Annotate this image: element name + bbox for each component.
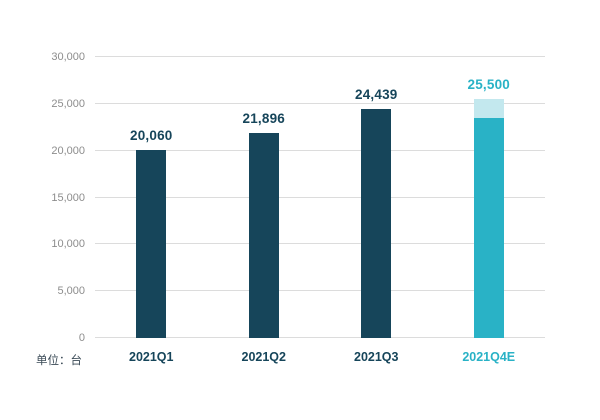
bar xyxy=(361,109,392,338)
bars-row: 20,060 21,896 24,439 25,500 xyxy=(95,57,545,338)
bar-column: 20,060 xyxy=(95,57,208,338)
bar xyxy=(136,150,167,338)
bar-estimate-segment xyxy=(473,99,504,118)
y-axis-tick-label: 30,000 xyxy=(51,51,85,63)
gridline xyxy=(95,290,545,292)
bar xyxy=(473,99,504,338)
unit-label: 单位：台 xyxy=(36,355,82,367)
y-axis-tick-label: 10,000 xyxy=(51,238,85,251)
y-axis-tick-label: 20,000 xyxy=(51,144,85,157)
x-axis-label: 2021Q2 xyxy=(241,350,286,364)
bar-column: 24,439 xyxy=(320,57,433,338)
bar-column: 25,500 xyxy=(433,57,546,338)
y-axis-tick-label: 5,000 xyxy=(57,285,85,298)
x-axis-label: 2021Q3 xyxy=(354,350,399,364)
x-axis-label: 2021Q1 xyxy=(129,350,174,364)
y-axis-tick-label: 15,000 xyxy=(51,191,85,204)
x-axis-label: 2021Q4E xyxy=(462,350,516,364)
y-axis-tick-label: 0 xyxy=(78,332,85,344)
gridline xyxy=(95,337,545,338)
bar-value-label: 21,896 xyxy=(242,110,285,126)
y-axis-tick-label: 25,000 xyxy=(51,97,85,110)
bar-value-label: 24,439 xyxy=(355,87,398,103)
bar-column: 21,896 xyxy=(208,57,321,338)
x-axis-row: 2021Q1 2021Q2 2021Q3 2021Q4E xyxy=(95,350,545,364)
gridline xyxy=(95,102,545,104)
bar xyxy=(248,132,279,338)
plot-area: 20,060 21,896 24,439 25,500 0 5,000 10,000 15,… xyxy=(51,51,545,344)
gridline xyxy=(95,149,545,151)
gridline xyxy=(95,243,545,245)
bar-value-label: 20,060 xyxy=(130,128,173,144)
bar-value-label: 25,500 xyxy=(467,77,510,93)
gridline xyxy=(95,56,545,57)
gridline xyxy=(95,196,545,198)
